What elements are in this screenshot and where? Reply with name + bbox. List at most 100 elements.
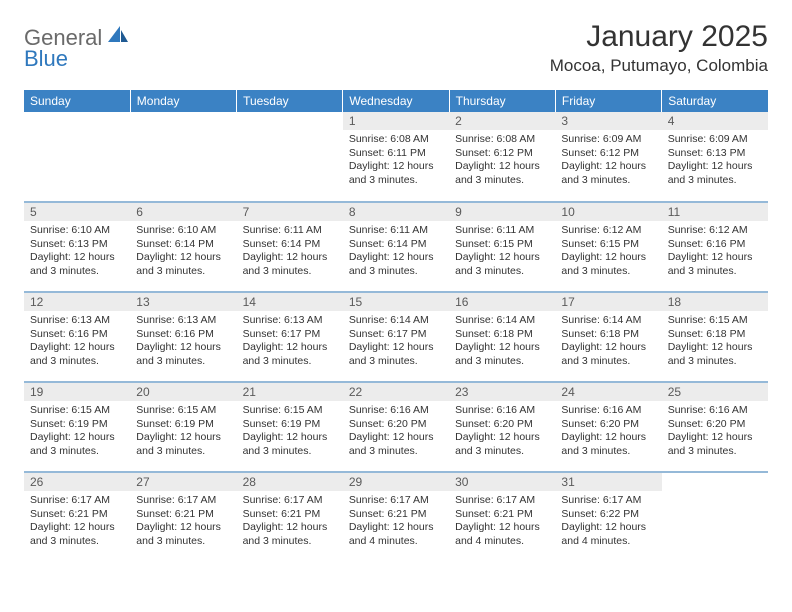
day-number: 28	[237, 473, 343, 491]
day-number: 21	[237, 383, 343, 401]
sunset-line: Sunset: 6:16 PM	[136, 328, 230, 342]
day-number: 2	[449, 112, 555, 130]
day-number: 10	[555, 203, 661, 221]
calendar-day: 21Sunrise: 6:15 AMSunset: 6:19 PMDayligh…	[237, 382, 343, 472]
day-body: Sunrise: 6:13 AMSunset: 6:17 PMDaylight:…	[237, 311, 343, 373]
day-body: Sunrise: 6:15 AMSunset: 6:19 PMDaylight:…	[24, 401, 130, 463]
calendar-day: 20Sunrise: 6:15 AMSunset: 6:19 PMDayligh…	[130, 382, 236, 472]
sunset-line: Sunset: 6:14 PM	[349, 238, 443, 252]
daylight-line: Daylight: 12 hours and 4 minutes.	[455, 521, 549, 548]
calendar-week: 26Sunrise: 6:17 AMSunset: 6:21 PMDayligh…	[24, 472, 768, 562]
day-body: Sunrise: 6:17 AMSunset: 6:21 PMDaylight:…	[237, 491, 343, 553]
day-body: Sunrise: 6:10 AMSunset: 6:14 PMDaylight:…	[130, 221, 236, 283]
day-body: Sunrise: 6:12 AMSunset: 6:15 PMDaylight:…	[555, 221, 661, 283]
sunset-line: Sunset: 6:17 PM	[243, 328, 337, 342]
day-number: 12	[24, 293, 130, 311]
day-number: 19	[24, 383, 130, 401]
day-body: Sunrise: 6:17 AMSunset: 6:21 PMDaylight:…	[130, 491, 236, 553]
sunrise-line: Sunrise: 6:12 AM	[561, 224, 655, 238]
calendar-week: 19Sunrise: 6:15 AMSunset: 6:19 PMDayligh…	[24, 382, 768, 472]
daylight-line: Daylight: 12 hours and 4 minutes.	[349, 521, 443, 548]
sunrise-line: Sunrise: 6:15 AM	[30, 404, 124, 418]
day-number: 7	[237, 203, 343, 221]
daylight-line: Daylight: 12 hours and 4 minutes.	[561, 521, 655, 548]
calendar-table: SundayMondayTuesdayWednesdayThursdayFrid…	[24, 90, 768, 562]
daylight-line: Daylight: 12 hours and 3 minutes.	[30, 341, 124, 368]
calendar-day: 9Sunrise: 6:11 AMSunset: 6:15 PMDaylight…	[449, 202, 555, 292]
sunrise-line: Sunrise: 6:15 AM	[668, 314, 762, 328]
calendar-day: 19Sunrise: 6:15 AMSunset: 6:19 PMDayligh…	[24, 382, 130, 472]
calendar-day: 1Sunrise: 6:08 AMSunset: 6:11 PMDaylight…	[343, 112, 449, 202]
day-header: Saturday	[662, 90, 768, 112]
sunset-line: Sunset: 6:16 PM	[30, 328, 124, 342]
sunrise-line: Sunrise: 6:17 AM	[243, 494, 337, 508]
daylight-line: Daylight: 12 hours and 3 minutes.	[243, 251, 337, 278]
sunrise-line: Sunrise: 6:16 AM	[455, 404, 549, 418]
day-header: Monday	[130, 90, 236, 112]
day-number: 11	[662, 203, 768, 221]
sunset-line: Sunset: 6:19 PM	[243, 418, 337, 432]
sunrise-line: Sunrise: 6:16 AM	[561, 404, 655, 418]
day-body: Sunrise: 6:11 AMSunset: 6:14 PMDaylight:…	[343, 221, 449, 283]
sunset-line: Sunset: 6:13 PM	[668, 147, 762, 161]
day-body: Sunrise: 6:16 AMSunset: 6:20 PMDaylight:…	[449, 401, 555, 463]
sunrise-line: Sunrise: 6:08 AM	[455, 133, 549, 147]
sunrise-line: Sunrise: 6:17 AM	[30, 494, 124, 508]
day-body: Sunrise: 6:08 AMSunset: 6:12 PMDaylight:…	[449, 130, 555, 192]
sunset-line: Sunset: 6:21 PM	[455, 508, 549, 522]
sunset-line: Sunset: 6:12 PM	[455, 147, 549, 161]
day-body: Sunrise: 6:09 AMSunset: 6:13 PMDaylight:…	[662, 130, 768, 192]
day-number: 20	[130, 383, 236, 401]
day-body: Sunrise: 6:16 AMSunset: 6:20 PMDaylight:…	[343, 401, 449, 463]
calendar-day: 25Sunrise: 6:16 AMSunset: 6:20 PMDayligh…	[662, 382, 768, 472]
sunrise-line: Sunrise: 6:17 AM	[349, 494, 443, 508]
day-number: 29	[343, 473, 449, 491]
calendar-week: 12Sunrise: 6:13 AMSunset: 6:16 PMDayligh…	[24, 292, 768, 382]
daylight-line: Daylight: 12 hours and 3 minutes.	[455, 341, 549, 368]
sunset-line: Sunset: 6:21 PM	[243, 508, 337, 522]
daylight-line: Daylight: 12 hours and 3 minutes.	[243, 341, 337, 368]
sunset-line: Sunset: 6:19 PM	[136, 418, 230, 432]
sunset-line: Sunset: 6:12 PM	[561, 147, 655, 161]
calendar-day: 16Sunrise: 6:14 AMSunset: 6:18 PMDayligh…	[449, 292, 555, 382]
day-number: 15	[343, 293, 449, 311]
calendar-day: 11Sunrise: 6:12 AMSunset: 6:16 PMDayligh…	[662, 202, 768, 292]
daylight-line: Daylight: 12 hours and 3 minutes.	[30, 251, 124, 278]
sunrise-line: Sunrise: 6:15 AM	[136, 404, 230, 418]
calendar-day: 14Sunrise: 6:13 AMSunset: 6:17 PMDayligh…	[237, 292, 343, 382]
day-number: 22	[343, 383, 449, 401]
daylight-line: Daylight: 12 hours and 3 minutes.	[349, 160, 443, 187]
day-number: 24	[555, 383, 661, 401]
calendar-day: 18Sunrise: 6:15 AMSunset: 6:18 PMDayligh…	[662, 292, 768, 382]
calendar-day: 24Sunrise: 6:16 AMSunset: 6:20 PMDayligh…	[555, 382, 661, 472]
calendar-day: 5Sunrise: 6:10 AMSunset: 6:13 PMDaylight…	[24, 202, 130, 292]
calendar-day-empty	[237, 112, 343, 202]
day-body: Sunrise: 6:11 AMSunset: 6:14 PMDaylight:…	[237, 221, 343, 283]
day-body: Sunrise: 6:09 AMSunset: 6:12 PMDaylight:…	[555, 130, 661, 192]
sunrise-line: Sunrise: 6:11 AM	[349, 224, 443, 238]
sunrise-line: Sunrise: 6:12 AM	[668, 224, 762, 238]
sunrise-line: Sunrise: 6:16 AM	[668, 404, 762, 418]
day-number: 13	[130, 293, 236, 311]
sunset-line: Sunset: 6:20 PM	[668, 418, 762, 432]
sunset-line: Sunset: 6:14 PM	[136, 238, 230, 252]
day-body: Sunrise: 6:10 AMSunset: 6:13 PMDaylight:…	[24, 221, 130, 283]
daylight-line: Daylight: 12 hours and 3 minutes.	[455, 431, 549, 458]
sunset-line: Sunset: 6:21 PM	[349, 508, 443, 522]
daylight-line: Daylight: 12 hours and 3 minutes.	[349, 431, 443, 458]
calendar-day: 17Sunrise: 6:14 AMSunset: 6:18 PMDayligh…	[555, 292, 661, 382]
calendar-day: 26Sunrise: 6:17 AMSunset: 6:21 PMDayligh…	[24, 472, 130, 562]
daylight-line: Daylight: 12 hours and 3 minutes.	[561, 341, 655, 368]
sunset-line: Sunset: 6:20 PM	[455, 418, 549, 432]
day-body: Sunrise: 6:13 AMSunset: 6:16 PMDaylight:…	[130, 311, 236, 373]
day-number: 1	[343, 112, 449, 130]
sail-icon	[106, 24, 130, 51]
calendar-day: 15Sunrise: 6:14 AMSunset: 6:17 PMDayligh…	[343, 292, 449, 382]
sunrise-line: Sunrise: 6:11 AM	[243, 224, 337, 238]
day-number: 17	[555, 293, 661, 311]
sunrise-line: Sunrise: 6:17 AM	[136, 494, 230, 508]
sunrise-line: Sunrise: 6:14 AM	[455, 314, 549, 328]
day-number: 8	[343, 203, 449, 221]
day-header-row: SundayMondayTuesdayWednesdayThursdayFrid…	[24, 90, 768, 112]
day-number: 23	[449, 383, 555, 401]
